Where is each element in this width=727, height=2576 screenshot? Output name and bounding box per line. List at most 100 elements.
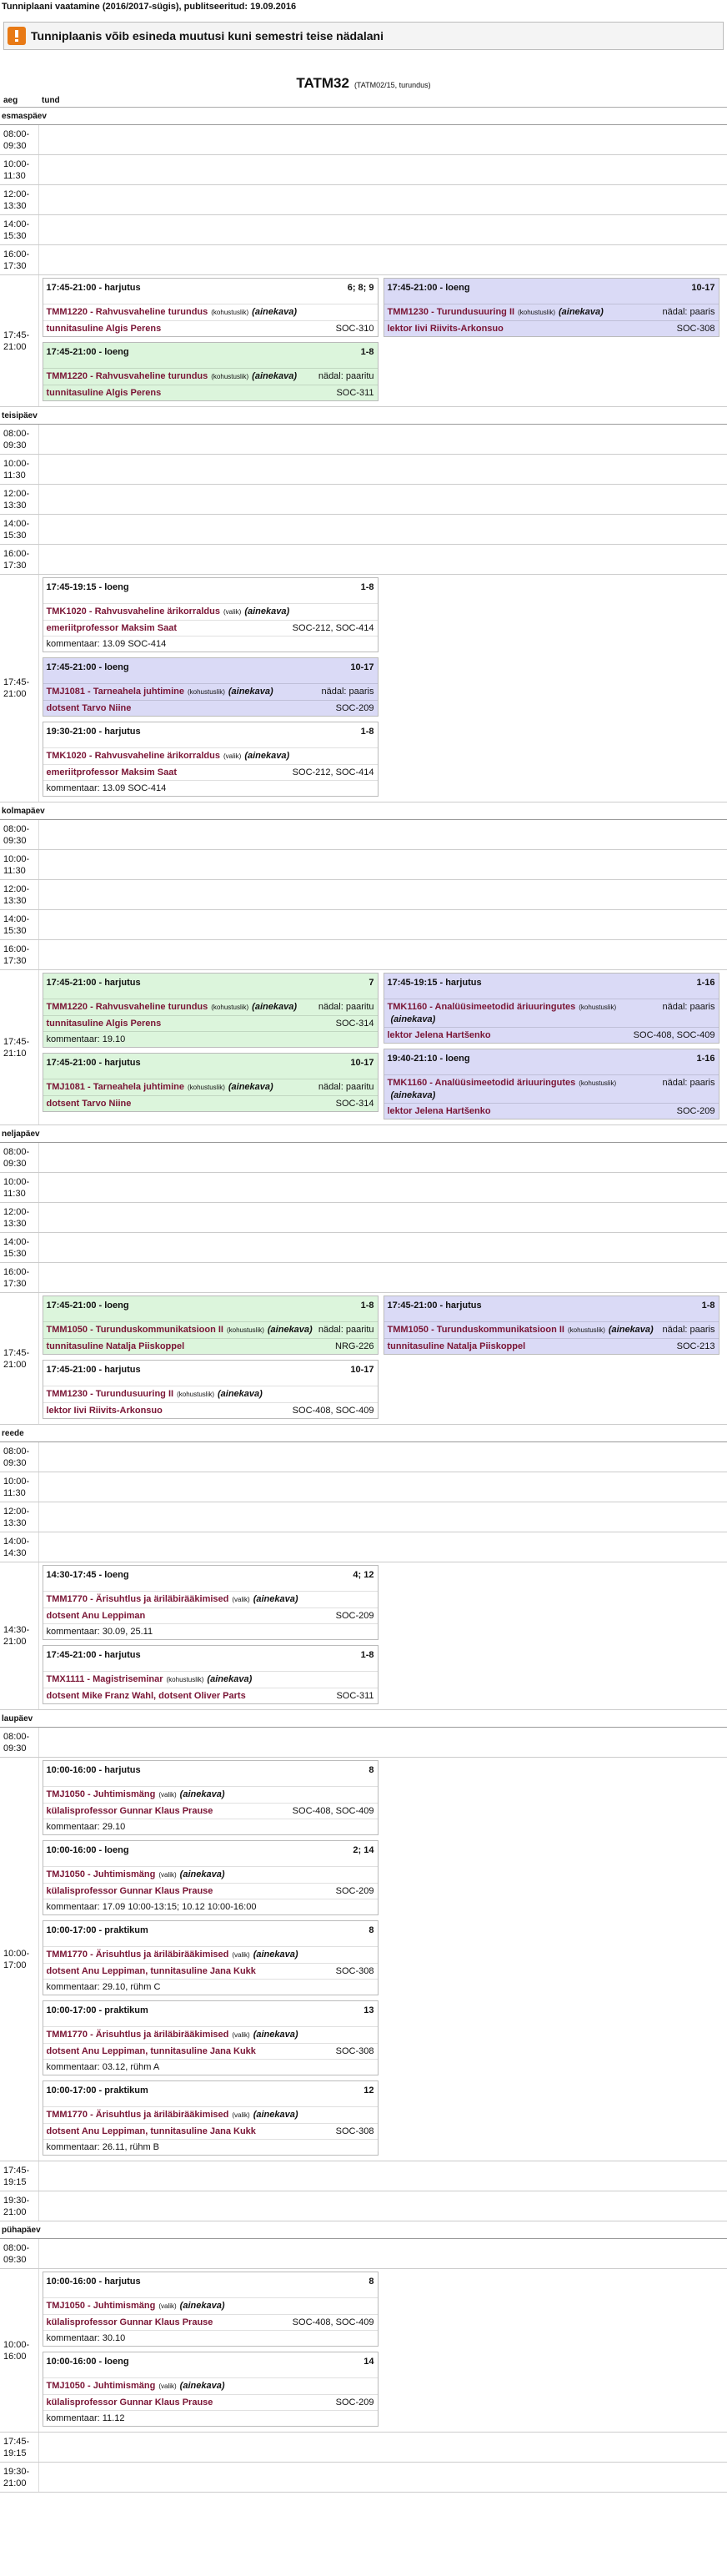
syllabus-link[interactable]: (ainekava) <box>253 2030 298 2040</box>
slot-lessons <box>38 1172 727 1203</box>
syllabus-link[interactable]: (ainekava) <box>252 371 297 381</box>
slot-row: 10:00-11:30 <box>0 154 727 185</box>
course-name[interactable]: TMJ1081 - Tarneahela juhtimine <box>46 687 184 697</box>
room: SOC-209 <box>335 2397 374 2407</box>
course-name[interactable]: TMJ1050 - Juhtimismäng <box>46 1869 156 1879</box>
course-name[interactable]: TMJ1050 - Juhtimismäng <box>46 2301 156 2311</box>
slot-row: 12:00-13:30 <box>0 184 727 215</box>
syllabus-link[interactable]: (ainekava) <box>608 1325 654 1335</box>
course-name[interactable]: TMK1160 - Analüüsimeetodid äriuuringutes <box>387 1078 576 1088</box>
slot-row: 10:00-16:00 10:00-16:00 - harjutus 8 TMJ105… <box>0 2268 727 2433</box>
course-name[interactable]: TMK1020 - Rahvusvaheline ärikorraldus <box>46 751 220 761</box>
course-status: (kohustuslik) <box>211 309 249 316</box>
teacher[interactable]: külalisprofessor Gunnar Klaus Prause <box>46 1886 213 1896</box>
course-name[interactable]: TMM1220 - Rahvusvaheline turundus <box>46 371 208 381</box>
syllabus-link[interactable]: (ainekava) <box>558 307 604 317</box>
lesson-column: 17:45-21:00 - harjutus 1-8 TMM1050 - Turun… <box>383 1296 719 1355</box>
header-row: aeg tund <box>0 93 727 108</box>
syllabus-link[interactable]: (ainekava) <box>228 1082 273 1092</box>
course-name[interactable]: TMM1770 - Ärisuhtlus ja äriläbirääkimise… <box>46 2030 229 2040</box>
syllabus-link[interactable]: (ainekava) <box>253 1950 298 1960</box>
teacher[interactable]: dotsent Tarvo Niine <box>46 703 132 713</box>
syllabus-link[interactable]: (ainekava) <box>252 307 297 317</box>
slot-row: 17:45-21:00 17:45-21:00 - loeng 1-8 TMM1050… <box>0 1292 727 1425</box>
lesson-card: 14:30-17:45 - loeng 4; 12 TMM1770 - Ärisuh… <box>42 1565 379 1640</box>
course-status: (kohustuslik) <box>177 1391 214 1398</box>
teacher[interactable]: lektor Iivi Riivits-Arkonsuo <box>46 1406 163 1416</box>
teacher[interactable]: emeriitprofessor Maksim Saat <box>46 623 178 633</box>
teacher[interactable]: dotsent Anu Leppiman, tunnitasuline Jana… <box>46 1966 256 1976</box>
syllabus-link[interactable]: (ainekava) <box>228 687 273 697</box>
comment: kommentaar: 30.09, 25.11 <box>46 1627 153 1637</box>
teacher[interactable]: lektor Iivi Riivits-Arkonsuo <box>387 324 504 334</box>
slot-time: 14:00-15:30 <box>0 909 39 940</box>
course-status: (kohustuslik) <box>187 1084 225 1091</box>
syllabus-link[interactable]: (ainekava) <box>253 2110 298 2120</box>
syllabus-link[interactable]: (ainekava) <box>179 2301 225 2311</box>
teacher[interactable]: tunnitasuline Natalja Piiskoppel <box>387 1341 526 1351</box>
teacher[interactable]: emeriitprofessor Maksim Saat <box>46 767 178 777</box>
slot-row: 14:00-15:30 <box>0 909 727 940</box>
syllabus-link[interactable]: (ainekava) <box>217 1389 263 1399</box>
room: SOC-408, SOC-409 <box>292 1806 374 1816</box>
syllabus-link[interactable]: (ainekava) <box>390 1090 436 1100</box>
course-name[interactable]: TMM1770 - Ärisuhtlus ja äriläbirääkimise… <box>46 1594 229 1604</box>
syllabus-link[interactable]: (ainekava) <box>253 1594 298 1604</box>
teacher[interactable]: lektor Jelena Hartšenko <box>387 1030 491 1040</box>
teacher[interactable]: tunnitasuline Algis Perens <box>46 1019 162 1029</box>
day-name: reede <box>0 1424 727 1442</box>
teacher[interactable]: dotsent Anu Leppiman, tunnitasuline Jana… <box>46 2046 256 2056</box>
teacher[interactable]: dotsent Mike Franz Wahl, dotsent Oliver … <box>46 1691 246 1701</box>
course-name[interactable]: TMK1020 - Rahvusvaheline ärikorraldus <box>46 606 220 616</box>
course-name[interactable]: TMM1230 - Turundusuuring II <box>46 1389 174 1399</box>
course-name[interactable]: TMJ1081 - Tarneahela juhtimine <box>46 1082 184 1092</box>
course-name[interactable]: TMM1220 - Rahvusvaheline turundus <box>46 307 208 317</box>
course-row: TMK1020 - Rahvusvaheline ärikorraldus (va… <box>43 747 378 764</box>
lesson-card: 10:00-16:00 - harjutus 8 TMJ1050 - Juhtimi… <box>42 1760 379 1835</box>
slot-row: 10:00-11:30 <box>0 849 727 880</box>
card-header: 17:45-19:15 - loeng 1-8 <box>43 578 378 603</box>
syllabus-link[interactable]: (ainekava) <box>179 1869 225 1879</box>
teacher[interactable]: dotsent Anu Leppiman, tunnitasuline Jana… <box>46 2126 256 2136</box>
teacher-row: tunnitasuline Natalja Piiskoppel NRG-226 <box>43 1338 378 1354</box>
course-name[interactable]: TMK1160 - Analüüsimeetodid äriuuringutes <box>387 1002 576 1012</box>
course-name[interactable]: TMM1770 - Ärisuhtlus ja äriläbirääkimise… <box>46 1950 229 1960</box>
course-name[interactable]: TMM1220 - Rahvusvaheline turundus <box>46 1002 208 1012</box>
course-row: TMM1220 - Rahvusvaheline turundus (kohust… <box>43 368 378 385</box>
teacher[interactable]: lektor Jelena Hartšenko <box>387 1106 491 1116</box>
slot-row: 16:00-17:30 <box>0 244 727 275</box>
syllabus-link[interactable]: (ainekava) <box>179 2381 225 2391</box>
syllabus-link[interactable]: (ainekava) <box>267 1325 313 1335</box>
course-info: TMJ1050 - Juhtimismäng (valik) (ainekava) <box>47 2300 225 2312</box>
syllabus-link[interactable]: (ainekava) <box>207 1674 253 1684</box>
slot-lessons <box>38 214 727 245</box>
room: SOC-212, SOC-414 <box>292 623 374 633</box>
syllabus-link[interactable]: (ainekava) <box>390 1014 436 1024</box>
teacher[interactable]: tunnitasuline Natalja Piiskoppel <box>46 1341 185 1351</box>
slot-time: 10:00-16:00 <box>0 2268 39 2433</box>
teacher[interactable]: dotsent Tarvo Niine <box>46 1099 132 1109</box>
syllabus-link[interactable]: (ainekava) <box>252 1002 297 1012</box>
syllabus-link[interactable]: (ainekava) <box>244 606 290 616</box>
course-name[interactable]: TMJ1050 - Juhtimismäng <box>46 1789 156 1799</box>
teacher[interactable]: külalisprofessor Gunnar Klaus Prause <box>46 2317 213 2327</box>
teacher[interactable]: tunnitasuline Algis Perens <box>46 388 162 398</box>
teacher[interactable]: külalisprofessor Gunnar Klaus Prause <box>46 1806 213 1816</box>
slot-time: 08:00-09:30 <box>0 2238 39 2269</box>
course-name[interactable]: TMX1111 - Magistriseminar <box>46 1674 163 1684</box>
teacher[interactable]: tunnitasuline Algis Perens <box>46 324 162 334</box>
course-row: TMX1111 - Magistriseminar (kohustuslik) (a… <box>43 1671 378 1688</box>
course-name[interactable]: TMM1230 - Turundusuuring II <box>387 307 515 317</box>
slot-time: 19:30-21:00 <box>0 2191 39 2221</box>
teacher[interactable]: dotsent Anu Leppiman <box>46 1611 146 1621</box>
syllabus-link[interactable]: (ainekava) <box>179 1789 225 1799</box>
syllabus-link[interactable]: (ainekava) <box>244 751 290 761</box>
course-name[interactable]: TMM1050 - Turunduskommunikatsioon II <box>46 1325 223 1335</box>
course-name[interactable]: TMM1050 - Turunduskommunikatsioon II <box>387 1325 564 1335</box>
course-name[interactable]: TMJ1050 - Juhtimismäng <box>46 2381 156 2391</box>
lesson-weeks: 8 <box>369 1925 374 1935</box>
teacher-row: dotsent Mike Franz Wahl, dotsent Oliver … <box>43 1688 378 1703</box>
room: SOC-209 <box>335 1611 374 1621</box>
teacher[interactable]: külalisprofessor Gunnar Klaus Prause <box>46 2397 213 2407</box>
course-name[interactable]: TMM1770 - Ärisuhtlus ja äriläbirääkimise… <box>46 2110 229 2120</box>
